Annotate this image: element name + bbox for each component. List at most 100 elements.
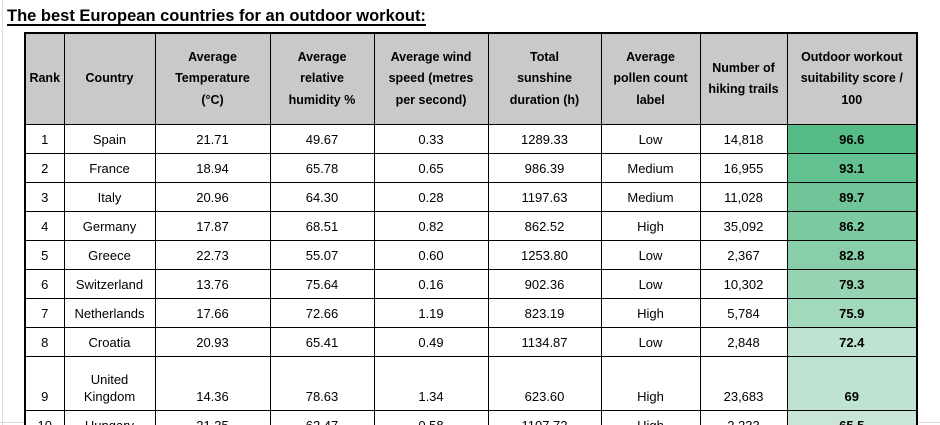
cell-wind-speed: 0.82: [373, 211, 489, 241]
cell-rank: 10: [24, 410, 65, 425]
table-row: 6 Switzerland 13.76 75.64 0.16 902.36 Lo…: [24, 269, 918, 299]
cell-temperature: 21.71: [154, 124, 271, 154]
cell-country: Netherlands: [63, 298, 156, 328]
cell-score: 96.6: [786, 124, 918, 154]
cell-pollen: High: [600, 410, 701, 425]
cell-sunshine: 1197.63: [487, 182, 602, 212]
cell-rank: 4: [24, 211, 65, 241]
cell-wind-speed: 0.65: [373, 153, 489, 183]
cell-wind-speed: 0.60: [373, 240, 489, 270]
cell-rank: 2: [24, 153, 65, 183]
countries-table: Rank Country Average Temperature (°C) Av…: [24, 32, 918, 425]
cell-sunshine: 1134.87: [487, 327, 602, 357]
cell-wind-speed: 0.28: [373, 182, 489, 212]
cell-rank: 7: [24, 298, 65, 328]
column-header-rank: Rank: [24, 32, 65, 125]
cell-humidity: 62.47: [269, 410, 375, 425]
table-row: 7 Netherlands 17.66 72.66 1.19 823.19 Hi…: [24, 298, 918, 328]
cell-pollen: High: [600, 356, 701, 411]
cell-humidity: 68.51: [269, 211, 375, 241]
cell-wind-speed: 0.49: [373, 327, 489, 357]
table-row: 8 Croatia 20.93 65.41 0.49 1134.87 Low 2…: [24, 327, 918, 357]
cell-temperature: 20.96: [154, 182, 271, 212]
cell-trails: 2,233: [699, 410, 788, 425]
cell-score: 65.5: [786, 410, 918, 425]
cell-sunshine: 823.19: [487, 298, 602, 328]
cell-pollen: Medium: [600, 182, 701, 212]
cell-sunshine: 862.52: [487, 211, 602, 241]
cell-temperature: 13.76: [154, 269, 271, 299]
cell-temperature: 17.87: [154, 211, 271, 241]
cell-score: 79.3: [786, 269, 918, 299]
column-header-pollen: Average pollen count label: [600, 32, 701, 125]
cell-humidity: 65.41: [269, 327, 375, 357]
header-row: Rank Country Average Temperature (°C) Av…: [24, 32, 918, 125]
cell-pollen: Medium: [600, 153, 701, 183]
cell-score: 69: [786, 356, 918, 411]
cell-pollen: Low: [600, 327, 701, 357]
cell-temperature: 22.73: [154, 240, 271, 270]
cell-temperature: 17.66: [154, 298, 271, 328]
cell-country: Italy: [63, 182, 156, 212]
cell-country: United Kingdom: [63, 356, 156, 411]
window-left-edge: [2, 0, 3, 425]
cell-trails: 35,092: [699, 211, 788, 241]
column-header-score: Outdoor workout suitability score / 100: [786, 32, 918, 125]
cell-rank: 3: [24, 182, 65, 212]
cell-humidity: 75.64: [269, 269, 375, 299]
cell-score: 75.9: [786, 298, 918, 328]
cell-temperature: 14.36: [154, 356, 271, 411]
cell-pollen: Low: [600, 269, 701, 299]
cell-rank: 9: [24, 356, 65, 411]
cell-country: Croatia: [63, 327, 156, 357]
cell-wind-speed: 1.34: [373, 356, 489, 411]
cell-rank: 6: [24, 269, 65, 299]
cell-score: 93.1: [786, 153, 918, 183]
table-row: 9 United Kingdom 14.36 78.63 1.34 623.60…: [24, 356, 918, 411]
cell-sunshine: 986.39: [487, 153, 602, 183]
cell-trails: 14,818: [699, 124, 788, 154]
cell-sunshine: 1253.80: [487, 240, 602, 270]
cell-pollen: High: [600, 298, 701, 328]
cell-country: Switzerland: [63, 269, 156, 299]
cell-country: Spain: [63, 124, 156, 154]
table-row: 5 Greece 22.73 55.07 0.60 1253.80 Low 2,…: [24, 240, 918, 270]
cell-wind-speed: 0.58: [373, 410, 489, 425]
table-row: 4 Germany 17.87 68.51 0.82 862.52 High 3…: [24, 211, 918, 241]
cell-temperature: 20.93: [154, 327, 271, 357]
cell-wind-speed: 0.33: [373, 124, 489, 154]
cell-temperature: 18.94: [154, 153, 271, 183]
cell-country: Hungary: [63, 410, 156, 425]
cell-score: 82.8: [786, 240, 918, 270]
cell-humidity: 64.30: [269, 182, 375, 212]
cell-pollen: Low: [600, 240, 701, 270]
cell-trails: 23,683: [699, 356, 788, 411]
cell-score: 89.7: [786, 182, 918, 212]
cell-sunshine: 1289.33: [487, 124, 602, 154]
cell-wind-speed: 1.19: [373, 298, 489, 328]
cell-sunshine: 623.60: [487, 356, 602, 411]
table-row: 1 Spain 21.71 49.67 0.33 1289.33 Low 14,…: [24, 124, 918, 154]
column-header-sunshine: Total sunshine duration (h): [487, 32, 602, 125]
cell-humidity: 65.78: [269, 153, 375, 183]
cell-temperature: 21.35: [154, 410, 271, 425]
table-row: 10 Hungary 21.35 62.47 0.58 1107.72 High…: [24, 410, 918, 425]
column-header-country: Country: [63, 32, 156, 125]
cell-trails: 11,028: [699, 182, 788, 212]
page-title: The best European countries for an outdo…: [7, 7, 426, 25]
cell-sunshine: 1107.72: [487, 410, 602, 425]
table-row: 2 France 18.94 65.78 0.65 986.39 Medium …: [24, 153, 918, 183]
column-header-trails: Number of hiking trails: [699, 32, 788, 125]
column-header-temperature: Average Temperature (°C): [154, 32, 271, 125]
cell-trails: 5,784: [699, 298, 788, 328]
cell-score: 86.2: [786, 211, 918, 241]
cell-country: Greece: [63, 240, 156, 270]
cell-rank: 1: [24, 124, 65, 154]
cell-country: France: [63, 153, 156, 183]
cell-country: Germany: [63, 211, 156, 241]
cell-pollen: Low: [600, 124, 701, 154]
cell-humidity: 49.67: [269, 124, 375, 154]
cell-humidity: 55.07: [269, 240, 375, 270]
cell-rank: 8: [24, 327, 65, 357]
